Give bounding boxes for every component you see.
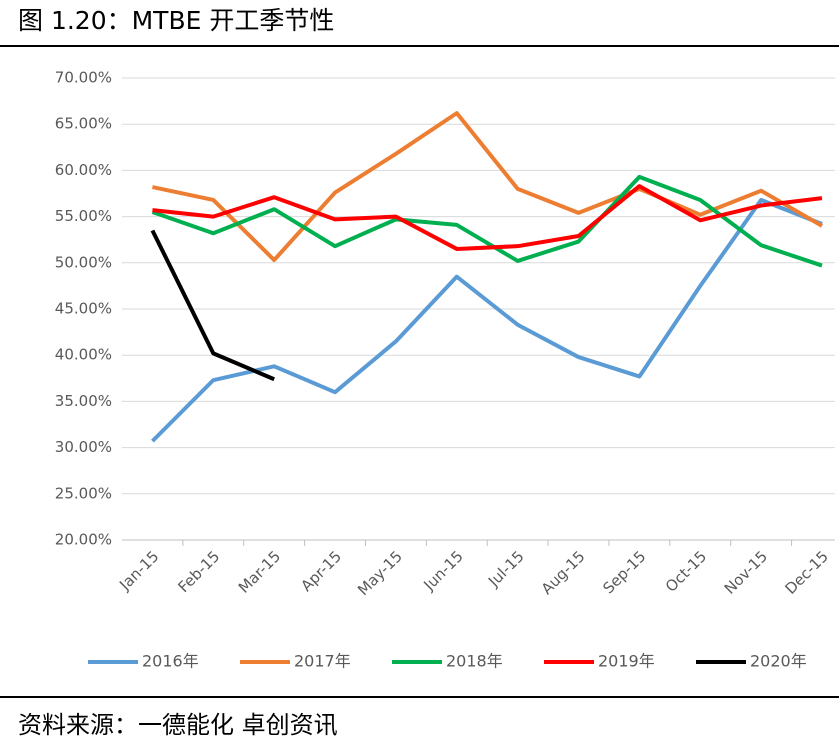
y-tick-label: 55.00% bbox=[55, 207, 112, 225]
x-tick-label: May-15 bbox=[354, 547, 406, 599]
y-tick-label: 70.00% bbox=[55, 69, 112, 87]
y-tick-label: 25.00% bbox=[55, 484, 112, 502]
series-line bbox=[151, 197, 823, 443]
x-tick-label: Dec-15 bbox=[781, 547, 832, 598]
legend-label: 2016年 bbox=[142, 652, 199, 671]
y-tick-label: 45.00% bbox=[55, 300, 112, 318]
y-tick-label: 30.00% bbox=[55, 438, 112, 456]
chart-title: 图 1.20：MTBE 开工季节性 bbox=[18, 6, 334, 35]
legend-label: 2018年 bbox=[446, 652, 503, 671]
legend-label: 2019年 bbox=[598, 652, 655, 671]
y-tick-label: 20.00% bbox=[55, 531, 112, 549]
series-line bbox=[152, 111, 824, 263]
series-line bbox=[152, 184, 823, 251]
y-tick-label: 65.00% bbox=[55, 115, 112, 133]
x-tick-label: Apr-15 bbox=[297, 547, 345, 595]
legend-label: 2017年 bbox=[294, 652, 351, 671]
series-line bbox=[150, 229, 275, 382]
x-tick-label: Jul-15 bbox=[484, 547, 528, 591]
x-tick-label: Nov-15 bbox=[721, 547, 771, 597]
x-tick-label: Aug-15 bbox=[538, 547, 589, 598]
source-note: 资料来源：一德能化 卓创资讯 bbox=[18, 711, 338, 739]
series-line bbox=[151, 174, 823, 268]
y-tick-label: 60.00% bbox=[55, 161, 112, 179]
y-tick-label: 50.00% bbox=[55, 253, 112, 271]
x-tick-label: Mar-15 bbox=[235, 547, 284, 596]
x-tick-label: Oct-15 bbox=[662, 547, 710, 595]
y-tick-label: 40.00% bbox=[55, 346, 112, 364]
x-tick-label: Jun-15 bbox=[419, 547, 466, 594]
y-tick-label: 35.00% bbox=[55, 392, 112, 410]
x-tick-label: Feb-15 bbox=[174, 547, 223, 596]
x-tick-label: Sep-15 bbox=[599, 547, 649, 597]
legend-label: 2020年 bbox=[750, 652, 807, 671]
x-tick-label: Jan-15 bbox=[115, 547, 162, 594]
